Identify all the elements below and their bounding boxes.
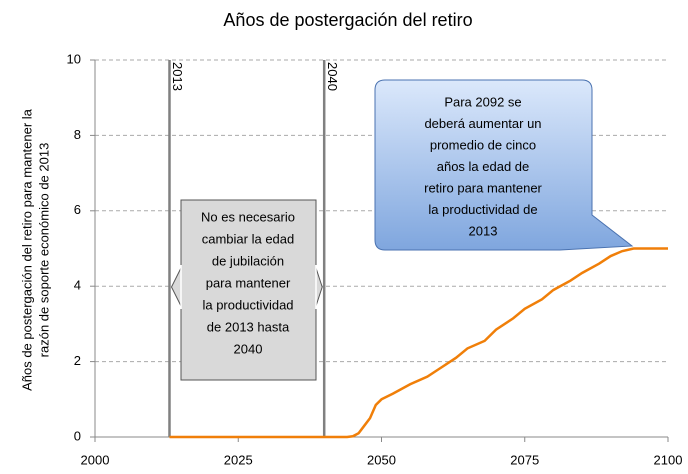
- annotation-text: 2040: [234, 341, 263, 356]
- reference-label: 2040: [325, 62, 340, 91]
- x-tick-label: 2050: [367, 452, 396, 467]
- annotation-text: la productividad: [202, 297, 293, 312]
- annotation-text: para mantener: [206, 275, 291, 290]
- callout-text: promedio de cinco: [430, 137, 536, 152]
- callout-text: deberá aumentar un: [424, 116, 541, 131]
- callout-text: Para 2092 se: [444, 94, 521, 109]
- x-tick-label: 2000: [81, 452, 110, 467]
- data-line: [169, 247, 668, 439]
- arrow: [180, 265, 317, 309]
- annotation-text: cambiar la edad: [202, 231, 295, 246]
- callout-text: 2013: [469, 223, 498, 238]
- y-axis-label: Años de postergación del retiro para man…: [19, 108, 34, 391]
- annotation-text: de jubilación: [212, 253, 284, 268]
- callout-text: retiro para mantener: [424, 180, 542, 195]
- x-tick-label: 2100: [654, 452, 683, 467]
- y-tick-label: 4: [74, 278, 81, 293]
- x-tick-label: 2075: [510, 452, 539, 467]
- reference-label: 2013: [170, 62, 185, 91]
- callout-text: años la edad de: [437, 159, 530, 174]
- y-tick-label: 6: [74, 202, 81, 217]
- chart-title: Años de postergación del retiro: [223, 10, 472, 30]
- annotation-text: de 2013 hasta: [207, 319, 290, 334]
- annotation-text: No es necesario: [201, 209, 295, 224]
- callout: [374, 79, 634, 251]
- y-tick-label: 8: [74, 127, 81, 142]
- y-tick-label: 0: [74, 428, 81, 443]
- y-axis-label: razón de soporte económico de 2013: [36, 143, 51, 358]
- y-tick-label: 2: [74, 353, 81, 368]
- callout-text: la productividad de: [428, 202, 537, 217]
- x-tick-label: 2025: [224, 452, 253, 467]
- y-tick-label: 10: [67, 51, 81, 66]
- annotation-box: [170, 199, 323, 381]
